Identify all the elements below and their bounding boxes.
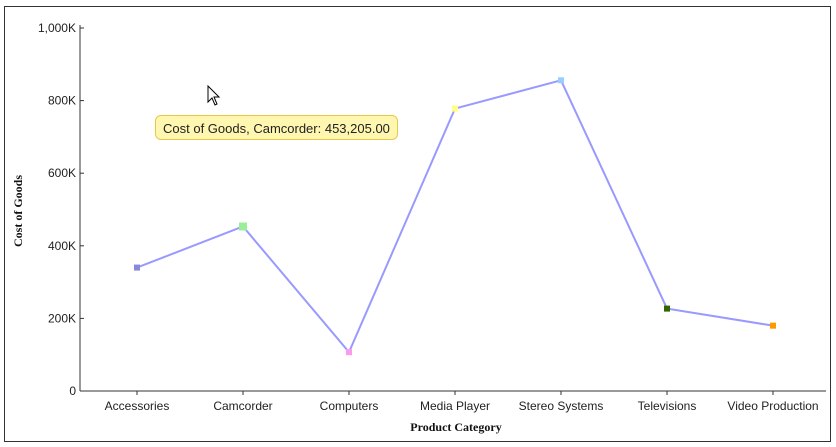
data-point[interactable]	[770, 322, 776, 329]
y-axis: 0 200K 400K 600K 800K 1,000K	[38, 21, 84, 398]
data-point[interactable]	[664, 305, 670, 312]
series-layer	[134, 77, 776, 356]
x-tick-label: Camcorder	[213, 399, 272, 413]
mouse-cursor-icon	[207, 85, 221, 106]
data-point[interactable]	[452, 105, 458, 112]
data-point[interactable]	[134, 264, 140, 271]
x-tick-label: Computers	[320, 399, 379, 413]
data-point[interactable]	[558, 77, 564, 84]
x-axis-title: Product Category	[410, 420, 501, 434]
y-tick-label: 800K	[48, 94, 76, 108]
data-point-highlighted[interactable]	[239, 222, 247, 231]
data-point[interactable]	[346, 349, 352, 356]
x-tick-label: Video Production	[727, 399, 818, 413]
y-tick-label: 600K	[48, 166, 76, 180]
chart-frame	[4, 6, 831, 442]
y-axis-title: Cost of Goods	[11, 175, 25, 247]
y-tick-label: 1,000K	[38, 21, 76, 35]
y-tick-label: 0	[69, 384, 76, 398]
data-point-tooltip: Cost of Goods, Camcorder: 453,205.00	[155, 115, 398, 140]
x-tick-label: Televisions	[638, 399, 697, 413]
x-axis: Accessories Camcorder Computers Media Playe…	[80, 390, 826, 413]
y-tick-label: 400K	[48, 239, 76, 253]
x-tick-label: Stereo Systems	[519, 399, 604, 413]
x-tick-label: Accessories	[105, 399, 170, 413]
y-tick-label: 200K	[48, 311, 76, 325]
x-tick-label: Media Player	[420, 399, 490, 413]
